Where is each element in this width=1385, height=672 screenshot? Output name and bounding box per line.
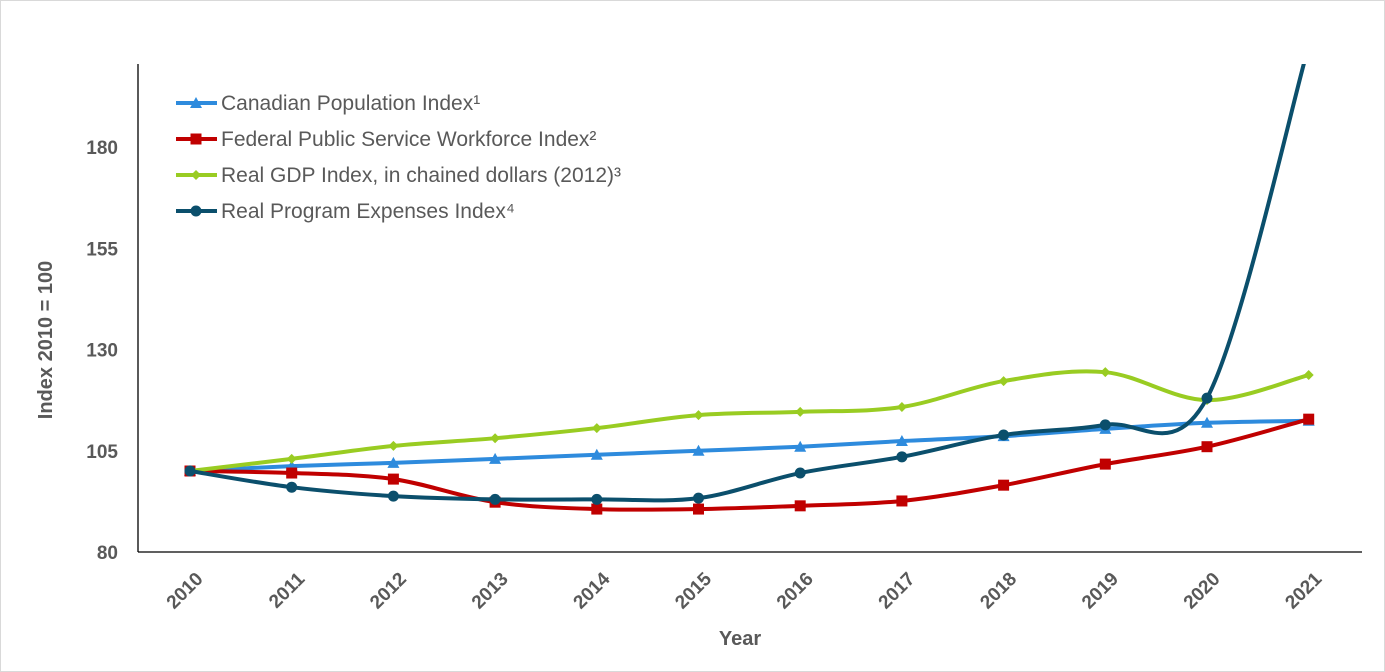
series-2: [185, 367, 1314, 476]
y-tick-label: 180: [86, 138, 118, 159]
y-tick-label: 130: [86, 341, 118, 362]
data-point: [998, 479, 1010, 491]
series-3: [184, 40, 1314, 505]
legend-marker: [190, 133, 202, 145]
data-point: [896, 451, 908, 463]
data-point: [184, 465, 196, 477]
series-line: [188, 369, 1311, 473]
data-point: [591, 503, 603, 515]
data-point: [998, 376, 1009, 387]
data-point: [286, 481, 298, 493]
x-tick-label: 2010: [163, 569, 208, 614]
legend-label: Canadian Population Index¹: [221, 92, 480, 115]
legend-label: Federal Public Service Workforce Index²: [221, 128, 596, 151]
y-tick-label: 80: [97, 543, 118, 564]
data-point: [590, 448, 603, 460]
data-point: [896, 495, 908, 507]
x-tick-label: 2018: [976, 569, 1021, 614]
data-point: [286, 453, 297, 464]
data-point: [693, 410, 704, 421]
data-point: [896, 402, 907, 413]
data-point: [1303, 40, 1314, 51]
y-tick-label: 155: [86, 239, 118, 260]
data-point: [388, 440, 399, 451]
data-point: [1201, 441, 1213, 453]
data-point: [1303, 370, 1314, 381]
data-point: [1303, 413, 1315, 425]
data-point: [387, 490, 399, 502]
x-tick-label: 2017: [875, 569, 920, 614]
data-point: [1201, 392, 1213, 404]
data-point: [489, 452, 502, 464]
data-point: [286, 467, 298, 479]
series-line: [188, 418, 1311, 473]
data-point: [490, 433, 501, 444]
x-tick-label: 2013: [468, 569, 513, 614]
x-tick-label: 2015: [671, 568, 716, 613]
data-point: [794, 467, 806, 479]
data-point: [591, 493, 603, 505]
data-point: [692, 444, 705, 456]
legend-label: Real GDP Index, in chained dollars (2012…: [221, 164, 621, 187]
y-tick-label: 105: [86, 442, 118, 463]
x-tick-label: 2016: [773, 569, 818, 614]
data-point: [693, 503, 704, 515]
legend-marker: [190, 205, 202, 217]
data-point: [895, 435, 908, 447]
x-tick-label: 2011: [265, 568, 309, 612]
x-tick-label: 2019: [1078, 569, 1123, 614]
data-point: [387, 456, 400, 468]
data-point: [795, 406, 806, 417]
x-tick-label: 2020: [1180, 569, 1225, 614]
series-line: [188, 417, 1311, 512]
legend-label: Real Program Expenses Index⁴: [221, 200, 515, 223]
data-point: [794, 500, 806, 512]
x-tick-label: 2021: [1281, 568, 1326, 613]
series-0: [184, 414, 1315, 476]
data-point: [794, 440, 807, 452]
data-point: [693, 492, 704, 504]
data-point: [489, 493, 501, 505]
data-point: [387, 473, 399, 485]
data-point: [1099, 458, 1111, 470]
y-axis-title: Index 2010 = 100: [35, 261, 57, 419]
x-axis-title: Year: [719, 628, 761, 650]
legend-marker: [191, 170, 201, 180]
x-tick-label: 2014: [570, 568, 615, 613]
data-point: [998, 429, 1010, 441]
data-point: [1201, 416, 1213, 428]
data-point: [1100, 367, 1111, 378]
legend-marker: [190, 97, 202, 108]
x-tick-label: 2012: [366, 569, 411, 614]
data-point: [1099, 419, 1111, 431]
data-point: [591, 423, 602, 434]
